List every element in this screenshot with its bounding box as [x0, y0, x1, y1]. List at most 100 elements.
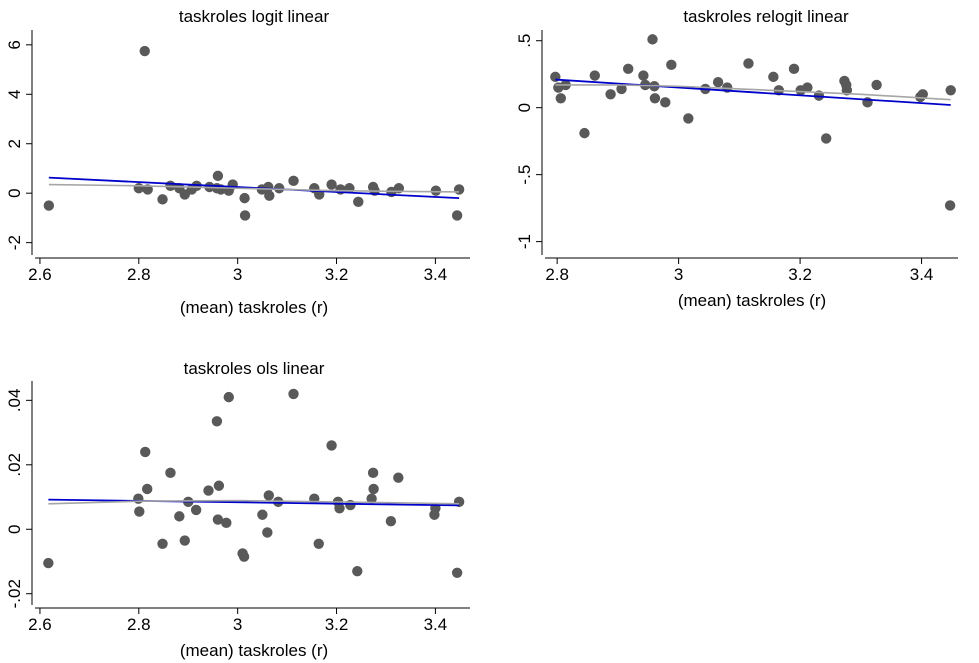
data-point	[133, 493, 144, 504]
data-point	[451, 567, 463, 578]
data-point	[367, 467, 379, 479]
x-tick-label: 2.8	[545, 265, 569, 284]
data-point	[179, 535, 190, 546]
data-point	[238, 551, 250, 562]
data-point	[133, 183, 145, 194]
y-tick-label: -.5	[515, 165, 534, 185]
y-tick-label: .04	[5, 389, 24, 413]
panel-title: taskroles logit linear	[179, 7, 330, 26]
x-axis-label: (mean) taskroles (r)	[180, 641, 328, 660]
data-point	[288, 175, 299, 187]
x-tick-label: 3.4	[424, 265, 448, 284]
data-point	[683, 113, 694, 124]
data-point	[821, 133, 832, 144]
data-point	[647, 34, 658, 45]
x-tick-label: 3	[233, 265, 242, 284]
data-point	[212, 514, 224, 525]
x-tick-label: 2.8	[127, 265, 151, 284]
data-point	[623, 63, 634, 75]
y-tick-label: 2	[5, 139, 24, 148]
data-point	[368, 483, 379, 495]
data-point	[139, 45, 150, 57]
data-point	[262, 527, 273, 538]
data-point	[871, 79, 882, 91]
data-point	[142, 483, 153, 495]
y-tick-label: 6	[5, 40, 24, 49]
data-point	[666, 59, 677, 71]
data-point	[451, 210, 463, 221]
data-point	[264, 190, 275, 201]
x-tick-label: 3.4	[424, 615, 448, 634]
data-point	[288, 388, 299, 400]
data-point	[944, 200, 956, 211]
data-point	[712, 77, 724, 88]
data-point	[334, 503, 345, 514]
data-point	[788, 63, 800, 75]
data-point	[616, 83, 627, 95]
data-point	[366, 493, 377, 504]
plot-area: 2.6 2.8 3 3.2 3.4 -2 0 2 4 6	[5, 30, 470, 284]
data-point	[313, 538, 324, 549]
data-point	[211, 416, 223, 427]
y-tick-label: -1	[515, 234, 534, 249]
data-point	[945, 85, 956, 96]
data-point	[589, 70, 601, 81]
y-tick-label: 4	[5, 90, 24, 99]
data-point	[768, 71, 779, 83]
x-axis-label: (mean) taskroles (r)	[678, 291, 826, 310]
x-tick-label: 2.6	[28, 265, 52, 284]
smooth-fit-line	[48, 183, 460, 193]
data-point	[174, 511, 185, 522]
data-point	[43, 557, 54, 569]
data-point	[190, 504, 202, 516]
data-point	[257, 509, 268, 520]
data-point	[221, 517, 232, 529]
panel-relogit-linear: taskroles relogit linear 2.8 3 3.2 3.4 -1 -.5…	[515, 7, 958, 310]
data-point	[213, 480, 225, 491]
data-point	[326, 440, 337, 451]
data-point	[239, 210, 251, 221]
panel-title: taskroles relogit linear	[683, 7, 849, 26]
plot-area: 2.6 2.8 3 3.2 3.4 -.02 0 .02 .04	[5, 381, 470, 634]
smooth-fit-line	[555, 84, 951, 101]
data-point	[352, 565, 363, 577]
data-point	[212, 170, 224, 182]
data-point	[638, 70, 649, 81]
data-point	[649, 93, 661, 104]
x-tick-label: 2.8	[127, 615, 151, 634]
plot-area: 2.8 3 3.2 3.4 -1 -.5 0 .5	[515, 30, 958, 284]
data-point	[393, 472, 404, 483]
data-point	[142, 184, 153, 195]
y-tick-label: -2	[5, 235, 24, 250]
data-point	[140, 446, 151, 458]
y-tick-label: 0	[5, 525, 24, 534]
data-point	[430, 185, 442, 196]
data-point	[353, 196, 364, 208]
data-point	[157, 194, 168, 205]
data-point	[134, 506, 145, 517]
data-point	[605, 89, 616, 100]
data-point	[453, 184, 465, 195]
data-point	[802, 82, 813, 93]
x-tick-label: 3.2	[325, 265, 349, 284]
data-point	[917, 89, 928, 100]
data-point	[223, 391, 234, 403]
data-point	[43, 200, 55, 211]
linear-fit-line	[48, 498, 460, 507]
x-tick-label: 2.6	[28, 615, 52, 634]
data-point	[157, 538, 168, 549]
data-point	[239, 192, 250, 204]
panel-logit-linear: taskroles logit linear 2.6 2.8 3 3.2 3.4-202…	[5, 7, 470, 317]
x-tick-label: 3.2	[788, 265, 812, 284]
data-point	[263, 490, 275, 501]
data-point	[165, 467, 176, 479]
smooth-fit-line	[48, 499, 460, 505]
x-axis-label: (mean) taskroles (r)	[180, 298, 328, 317]
linear-fit-line	[555, 78, 951, 106]
x-tick-label: 3.4	[910, 265, 934, 284]
data-point	[555, 93, 566, 104]
y-tick-label: 0	[515, 103, 534, 112]
data-point	[203, 485, 214, 496]
